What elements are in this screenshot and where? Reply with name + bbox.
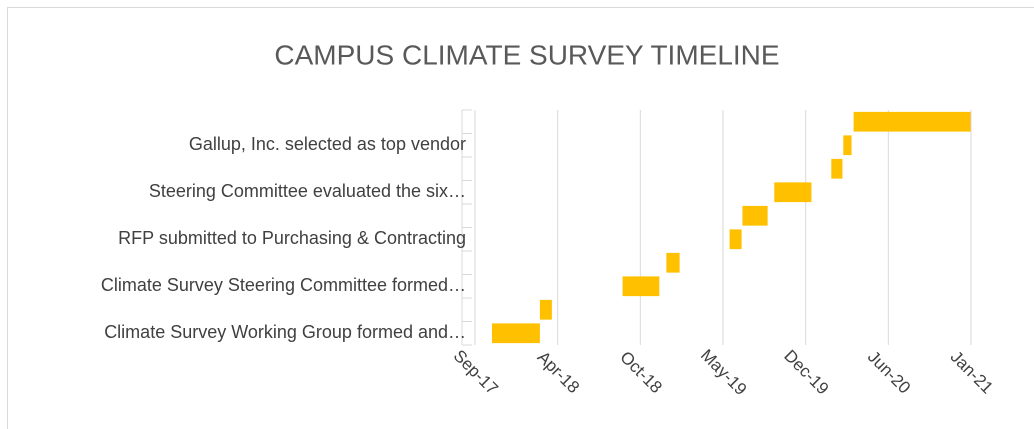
x-tick-label: Jun-20 — [864, 347, 914, 397]
bar — [742, 205, 768, 226]
y-tick-label: Gallup, Inc. selected as top vendor — [189, 134, 466, 154]
bar — [831, 158, 843, 179]
x-tick-label: Dec-19 — [780, 346, 832, 398]
bar — [491, 323, 540, 344]
chart-border — [7, 7, 1034, 429]
x-tick-label: May-19 — [697, 346, 751, 400]
y-tick-label: RFP submitted to Purchasing & Contractin… — [118, 228, 466, 248]
y-tick-label: Climate Survey Steering Committee formed… — [101, 275, 466, 295]
bar — [853, 111, 971, 132]
bar — [774, 182, 812, 203]
chart-title: CAMPUS CLIMATE SURVEY TIMELINE — [274, 39, 779, 70]
bar — [539, 299, 552, 320]
bar — [843, 135, 852, 156]
y-tick-label: Climate Survey Working Group formed and… — [104, 322, 466, 342]
x-tick-label: Sep-17 — [450, 346, 502, 398]
bar — [666, 252, 680, 273]
bar — [729, 229, 742, 250]
x-tick-label: Oct-18 — [616, 348, 666, 398]
x-tick-label: Jan-21 — [947, 347, 997, 397]
x-tick-label: Apr-18 — [534, 348, 584, 398]
y-tick-label: Steering Committee evaluated the six… — [149, 181, 466, 201]
bar — [622, 276, 660, 297]
